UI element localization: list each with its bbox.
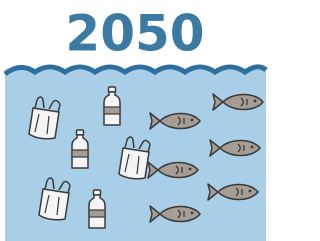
illustration: 2050 xyxy=(0,0,271,241)
title: 2050 xyxy=(65,5,204,63)
page: {"title": "2050"} 2050 (() => { const da… xyxy=(0,0,320,241)
